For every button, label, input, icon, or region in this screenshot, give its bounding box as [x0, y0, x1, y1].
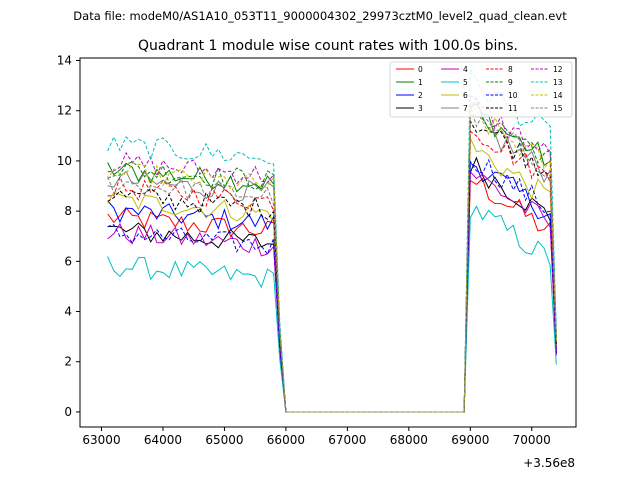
y-tick-label: 6	[64, 254, 72, 268]
y-tick-label: 12	[57, 104, 72, 118]
legend-label-3: 3	[418, 104, 423, 113]
legend-label-14: 14	[553, 91, 563, 100]
x-tick-label: 67000	[328, 433, 366, 447]
legend-label-8: 8	[508, 65, 513, 74]
legend-label-6: 6	[463, 91, 468, 100]
y-tick-label: 14	[57, 54, 72, 68]
legend-label-15: 15	[553, 104, 563, 113]
legend-label-5: 5	[463, 78, 468, 87]
x-tick-label: 66000	[267, 433, 305, 447]
x-tick-label: 64000	[144, 433, 182, 447]
y-tick-label: 4	[64, 305, 72, 319]
figure-suptitle: Data file: modeM0/AS1A10_053T11_90000043…	[73, 9, 567, 23]
chart-title: Quadrant 1 module wise count rates with …	[138, 38, 518, 54]
y-tick-label: 0	[64, 405, 72, 419]
legend-label-7: 7	[463, 104, 468, 113]
y-tick-label: 2	[64, 355, 72, 369]
plot-frame	[79, 57, 577, 428]
legend-label-4: 4	[463, 65, 468, 74]
legend-label-0: 0	[418, 65, 423, 74]
legend-box	[389, 61, 573, 118]
x-tick-label: 65000	[205, 433, 243, 447]
legend-label-1: 1	[418, 78, 423, 87]
legend-label-9: 9	[508, 78, 513, 87]
legend-label-2: 2	[418, 91, 423, 100]
series-line-14	[107, 101, 557, 413]
legend-label-13: 13	[553, 78, 563, 87]
plot-area	[79, 57, 577, 428]
y-axis: 0 2 4 6 8 10 12 14	[57, 54, 80, 419]
x-tick-label: 68000	[390, 433, 428, 447]
x-tick-label: 70000	[513, 433, 551, 447]
legend-label-12: 12	[553, 65, 563, 74]
x-tick-label: 63000	[82, 433, 120, 447]
y-tick-label: 8	[64, 204, 72, 218]
x-offset-label: +3.56e8	[523, 456, 575, 470]
legend-label-11: 11	[508, 104, 518, 113]
y-tick-label: 10	[57, 154, 72, 168]
series-line-10	[107, 158, 557, 413]
legend-label-10: 10	[508, 91, 518, 100]
x-axis: 63000 64000 65000 66000 67000 68000 69000 70000	[82, 427, 551, 447]
x-tick-label: 69000	[451, 433, 489, 447]
